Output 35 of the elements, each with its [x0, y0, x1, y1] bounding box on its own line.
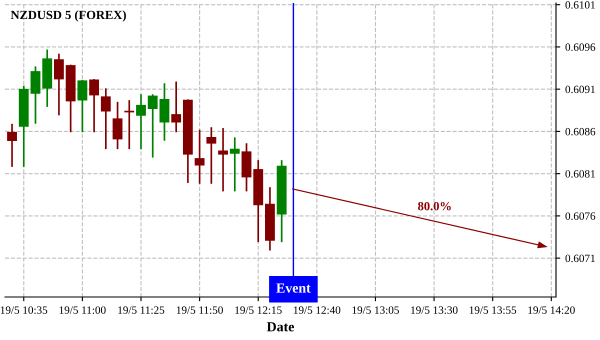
x-tick-label: 19/5 13:05 [352, 306, 399, 314]
x-tick-label: 19/5 11:00 [60, 306, 106, 314]
y-tick-label: 0.6086 [565, 128, 596, 136]
candlestick [112, 102, 122, 150]
candlestick [171, 82, 182, 132]
y-tick-label: 0.6101 [565, 1, 595, 9]
x-tick-label: 19/5 13:55 [470, 306, 516, 314]
x-tick-label: 19/5 14:20 [528, 306, 575, 314]
candlestick [7, 124, 17, 167]
annotation: 80.0% [418, 202, 451, 210]
candlestick [77, 80, 88, 132]
candlestick [218, 128, 228, 192]
candlestick [100, 88, 111, 150]
candlestick [206, 127, 216, 184]
y-tick-label: 0.6091 [565, 86, 595, 94]
candlestick [89, 79, 100, 132]
y-tick-label: 0.6096 [565, 43, 596, 51]
x-tick-label: 19/5 13:30 [411, 306, 458, 314]
y-tick-label: 0.6081 [565, 170, 595, 178]
candlestick [148, 94, 158, 158]
candlestick [124, 100, 134, 150]
candlestick [194, 130, 205, 184]
x-tick-label: 19/5 11:50 [176, 306, 223, 314]
candlestick [30, 66, 40, 124]
x-axis-title: Date [266, 322, 294, 332]
ref-line-label: Event [276, 283, 311, 293]
y-tick-label: 0.6071 [565, 254, 595, 262]
x-tick-label: 19/5 12:40 [294, 306, 340, 314]
candlestick [160, 83, 170, 141]
x-tick-label: 19/5 12:15 [235, 306, 282, 314]
candlestick [136, 94, 146, 150]
x-tick-label: 19/5 10:35 [0, 306, 48, 314]
y-tick-label: 0.6076 [565, 212, 596, 220]
text: NZDUSD 5 (FOREX) [10, 10, 126, 22]
x-tick-label: 19/5 11:25 [118, 306, 164, 314]
